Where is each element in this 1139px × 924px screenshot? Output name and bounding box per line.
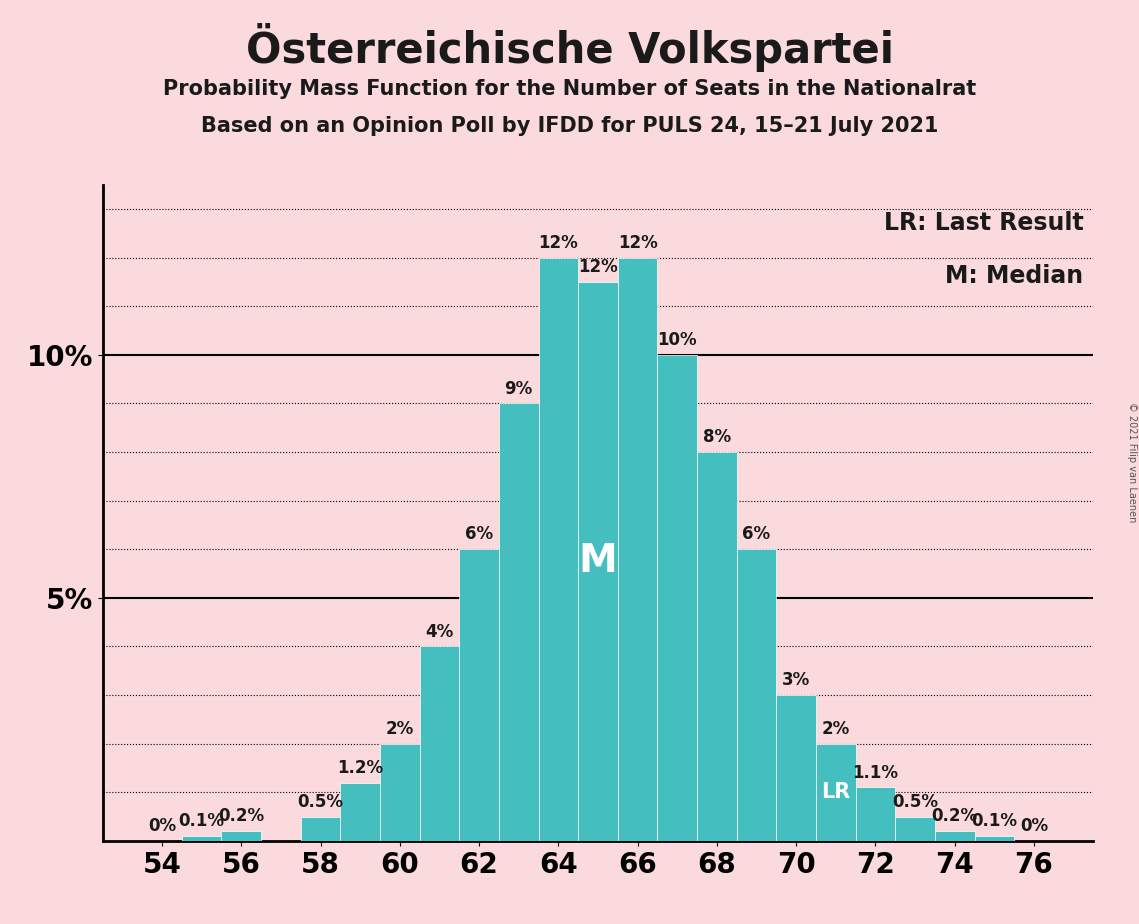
Bar [301, 817, 341, 841]
Text: Österreichische Volkspartei: Österreichische Volkspartei [246, 23, 893, 72]
Bar [816, 744, 855, 841]
Text: 1.1%: 1.1% [852, 763, 899, 782]
Text: 0.2%: 0.2% [219, 808, 264, 825]
Text: Based on an Opinion Poll by IFDD for PULS 24, 15–21 July 2021: Based on an Opinion Poll by IFDD for PUL… [200, 116, 939, 136]
Text: 12%: 12% [617, 234, 657, 252]
Text: Probability Mass Function for the Number of Seats in the Nationalrat: Probability Mass Function for the Number… [163, 79, 976, 99]
Text: M: Median: M: Median [945, 263, 1083, 287]
Text: 0.5%: 0.5% [297, 793, 344, 810]
Bar [499, 404, 539, 841]
Text: 12%: 12% [579, 258, 617, 276]
Text: 4%: 4% [425, 623, 453, 640]
Text: 3%: 3% [782, 671, 810, 689]
Text: 2%: 2% [821, 720, 850, 738]
Bar [895, 817, 935, 841]
Text: 8%: 8% [703, 428, 731, 446]
Text: 2%: 2% [386, 720, 413, 738]
Bar [539, 258, 579, 841]
Bar [380, 744, 419, 841]
Text: © 2021 Filip van Laenen: © 2021 Filip van Laenen [1126, 402, 1137, 522]
Text: 0.5%: 0.5% [892, 793, 939, 810]
Text: 6%: 6% [465, 526, 493, 543]
Bar [777, 695, 816, 841]
Bar [579, 282, 617, 841]
Bar [341, 783, 380, 841]
Text: 0.2%: 0.2% [932, 808, 977, 825]
Bar [221, 831, 261, 841]
Bar [657, 355, 697, 841]
Bar [975, 836, 1014, 841]
Text: 0.1%: 0.1% [972, 812, 1017, 830]
Text: M: M [579, 542, 617, 580]
Bar [419, 647, 459, 841]
Bar [855, 787, 895, 841]
Text: 0%: 0% [148, 817, 177, 835]
Text: LR: LR [821, 783, 851, 802]
Text: 6%: 6% [743, 526, 771, 543]
Bar [737, 549, 777, 841]
Text: 0%: 0% [1019, 817, 1048, 835]
Text: 12%: 12% [539, 234, 579, 252]
Text: 0.1%: 0.1% [179, 812, 224, 830]
Text: 10%: 10% [657, 331, 697, 349]
Bar [697, 452, 737, 841]
Text: 1.2%: 1.2% [337, 759, 383, 777]
Text: LR: Last Result: LR: Last Result [884, 211, 1083, 235]
Bar [182, 836, 221, 841]
Bar [617, 258, 657, 841]
Bar [459, 549, 499, 841]
Bar [935, 831, 975, 841]
Text: 9%: 9% [505, 380, 533, 397]
